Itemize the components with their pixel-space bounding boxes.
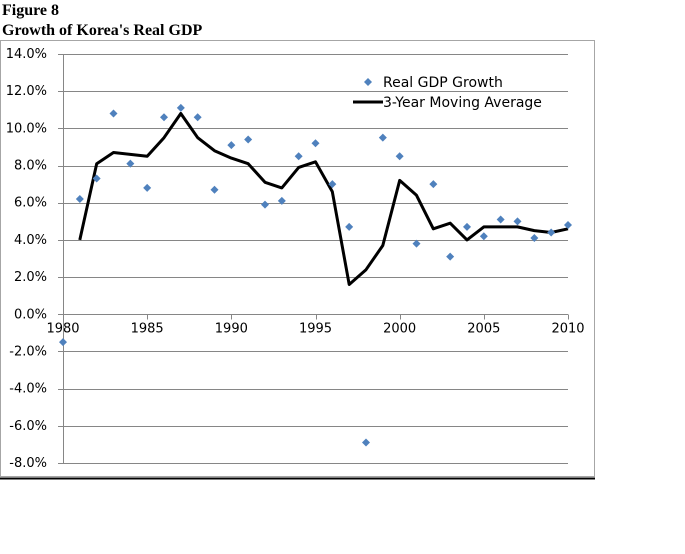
x-tick-label: 1985 (131, 322, 164, 337)
gdp-growth-point (328, 180, 337, 189)
gdp-growth-point (193, 113, 202, 122)
x-tick-label: 2005 (467, 322, 500, 337)
legend: Real GDP Growth 3-Year Moving Average (353, 75, 542, 111)
gdp-growth-point (277, 196, 286, 205)
gdp-growth-point (126, 159, 135, 168)
gdp-growth-point (261, 200, 269, 209)
gdp-growth-point (345, 222, 354, 231)
gdp-growth-point (378, 133, 387, 142)
legend-marker-gdp-growth (364, 78, 372, 86)
gdp-growth-point (412, 239, 421, 248)
gdp-growth-point (176, 103, 185, 112)
gdp-growth-point (92, 174, 101, 183)
y-tick-label: -8.0% (9, 456, 47, 471)
y-tick-label: 12.0% (6, 84, 47, 99)
y-axis-tick-labels: 14.0% 12.0% 10.0% 8.0% 6.0% 4.0% 2.0% 0.0% -2.0%… (6, 47, 47, 471)
gdp-growth-point (75, 195, 84, 204)
y-tick-label: 14.0% (6, 47, 47, 62)
y-tick-label: 8.0% (14, 159, 47, 174)
y-tick-label: -6.0% (9, 419, 47, 434)
gdp-growth-point (109, 109, 118, 118)
gdp-growth-point (547, 228, 556, 237)
gdp-growth-point (564, 221, 572, 230)
x-tick-label: 1990 (215, 322, 248, 337)
gdp-growth-point (530, 234, 539, 243)
gdp-growth-point (429, 180, 438, 189)
y-tick-label: 0.0% (14, 307, 47, 322)
figure-label: Figure 8 (2, 2, 60, 19)
gdp-growth-point (395, 152, 404, 161)
x-tick-label: 1980 (46, 322, 79, 337)
y-tick-label: -2.0% (9, 344, 47, 359)
gdp-growth-point (311, 139, 320, 148)
gdp-growth-point (59, 338, 67, 347)
gdp-growth-point (446, 252, 455, 261)
x-axis-tick-labels: 1980 1985 1990 1995 2000 2005 2010 (46, 322, 584, 337)
axes (58, 54, 569, 464)
gdp-growth-point (244, 135, 253, 144)
y-tick-label: -4.0% (9, 382, 47, 397)
gdp-growth-point (463, 222, 471, 231)
gdp-growth-point (160, 113, 168, 122)
figure-title: Growth of Korea's Real GDP (2, 22, 203, 39)
moving-average-line (78, 112, 569, 286)
legend-label-moving-average: 3-Year Moving Average (383, 95, 542, 111)
gdp-growth-point (362, 438, 370, 447)
gdp-growth-point (294, 152, 303, 161)
gdp-growth-point (227, 141, 236, 150)
legend-label-gdp-growth: Real GDP Growth (383, 75, 503, 91)
gdp-growth-point (210, 185, 219, 194)
y-tick-label: 10.0% (6, 121, 47, 136)
y-tick-label: 6.0% (14, 196, 47, 211)
gridlines (63, 54, 568, 464)
x-tick-label: 1995 (299, 322, 332, 337)
gdp-growth-series (59, 103, 572, 447)
y-tick-label: 4.0% (14, 233, 47, 248)
x-tick-label: 2000 (383, 322, 416, 337)
gdp-growth-point (479, 232, 488, 241)
gdp-growth-point (496, 215, 505, 224)
chart-area-border (0, 40, 595, 477)
x-tick-label: 2010 (551, 322, 584, 337)
gdp-growth-point (143, 183, 152, 192)
gdp-growth-point (513, 217, 522, 226)
moving-average-series (78, 112, 569, 286)
y-tick-label: 2.0% (14, 270, 47, 285)
